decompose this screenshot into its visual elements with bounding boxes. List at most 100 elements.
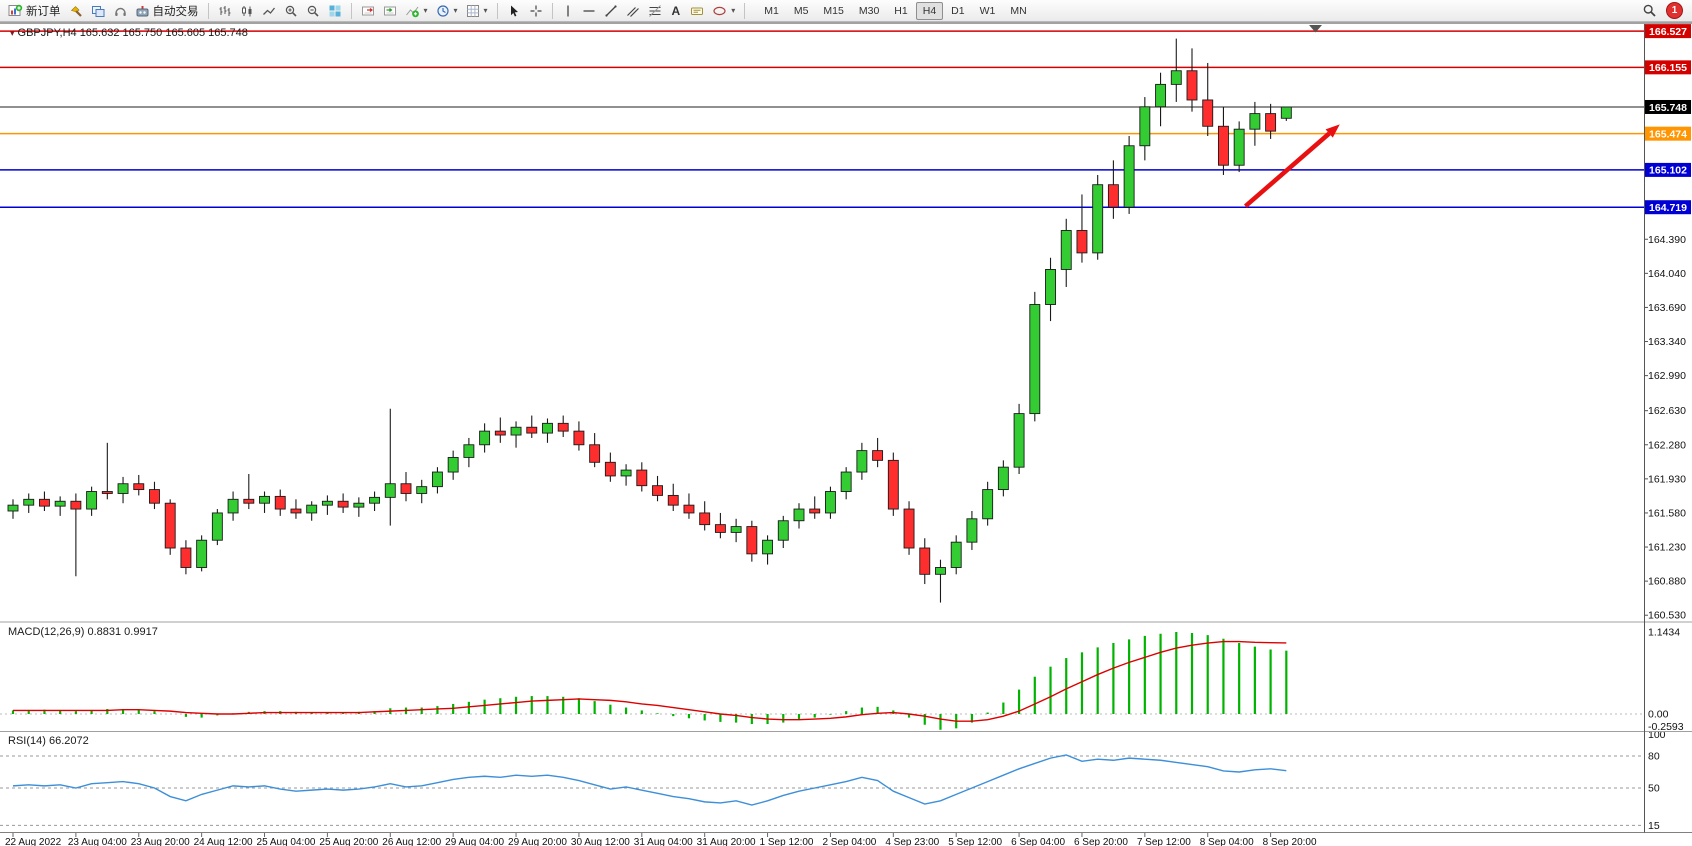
candle-body [431, 471, 443, 488]
chart-windows-button[interactable] [88, 1, 108, 20]
candle-body [149, 489, 160, 504]
price-axis-tick: 160.530 [1648, 610, 1686, 622]
auto-scroll-button[interactable] [358, 1, 378, 20]
channel-button[interactable] [623, 1, 643, 20]
time-axis-label: 1 Sep 12:00 [760, 837, 814, 846]
timeframe-d1-button[interactable]: D1 [951, 4, 965, 17]
candle-body [542, 422, 553, 434]
toolbar-separator [207, 2, 209, 19]
timeframe-m30-button[interactable]: M30 [858, 4, 880, 17]
chart-ohlc-text: GBPJPY,H4 165.632 165.750 165.605 165.74… [17, 27, 248, 39]
timeframe-w1-button[interactable]: W1 [979, 4, 996, 17]
line-chart-button[interactable] [259, 1, 279, 20]
price-axis[interactable] [1644, 24, 1692, 833]
rsi-pane[interactable] [0, 732, 1644, 832]
algo-trading-button[interactable]: 自动交易 [132, 1, 202, 20]
price-chart-pane[interactable] [0, 24, 1644, 622]
periods-button[interactable]: ▾ [433, 1, 461, 20]
new-order-button[interactable]: 新订单 [5, 1, 64, 20]
time-axis-label: 25 Aug 04:00 [257, 837, 316, 846]
candle-body [353, 502, 365, 508]
candle-body [463, 444, 475, 458]
time-axis-label: 25 Aug 20:00 [319, 837, 378, 846]
candle-body [966, 518, 978, 543]
horizontal-line-button[interactable] [579, 1, 599, 20]
vertical-line-button[interactable] [559, 1, 577, 20]
notification-badge[interactable]: 1 [1666, 2, 1683, 19]
rsi-axis-tick: 100 [1648, 729, 1666, 741]
candle-body [400, 483, 412, 494]
zoom-in-button[interactable] [281, 1, 301, 20]
macd-axis-tick: 1.1434 [1648, 627, 1680, 639]
chart-header: ▾ GBPJPY,H4 165.632 165.750 165.605 165.7… [10, 27, 248, 39]
timeframe-m5-button[interactable]: M5 [793, 4, 809, 17]
chart-shift-icon [383, 6, 396, 15]
templates-button[interactable]: ▾ [463, 1, 491, 20]
candle-body [1139, 106, 1151, 147]
candle-body [1233, 128, 1245, 166]
cursor-button[interactable] [504, 1, 524, 20]
price-axis-tick: 161.930 [1648, 473, 1686, 485]
candle-body [133, 483, 145, 491]
chart-shift-marker[interactable] [1309, 25, 1322, 33]
candle-body [824, 491, 836, 514]
candle-body [243, 498, 255, 504]
timeframe-h4-button[interactable]: H4 [915, 1, 944, 20]
rsi-axis-tick: 50 [1648, 783, 1660, 795]
time-axis-label: 31 Aug 20:00 [697, 837, 756, 846]
time-axis-label: 4 Sep 23:00 [885, 837, 939, 846]
toolbar-separator [350, 2, 352, 19]
search-button[interactable] [1639, 1, 1660, 20]
candle-body [1060, 230, 1072, 270]
trendline-button[interactable] [601, 1, 621, 20]
price-axis-tick: 161.580 [1648, 507, 1686, 519]
candle-body [510, 426, 522, 436]
text-tool-button[interactable]: A [667, 1, 686, 20]
candle-body [337, 500, 349, 508]
chevron-down-icon: ▾ [483, 6, 488, 15]
crosshair-button[interactable] [526, 1, 546, 20]
sounds-button[interactable] [110, 1, 130, 20]
candle-body [620, 469, 632, 477]
candle-body [117, 483, 129, 494]
candle-body [196, 539, 208, 568]
chevron-down-icon: ▾ [731, 6, 736, 15]
channel-icon [626, 6, 639, 17]
label-tool-button[interactable] [687, 1, 707, 20]
candle-body [227, 498, 239, 514]
time-axis-label: 22 Aug 2022 [5, 837, 62, 846]
candlestick-chart-icon [241, 5, 251, 16]
chart-windows-icon [91, 5, 104, 17]
bars-chart-button[interactable] [215, 1, 235, 20]
timeframe-mn-button[interactable]: MN [1010, 4, 1027, 17]
chart-shift-button[interactable] [380, 1, 400, 20]
indicators-icon [405, 6, 419, 17]
candle-body [730, 526, 742, 533]
shapes-button[interactable]: ▾ [709, 1, 738, 20]
time-axis-label: 24 Aug 12:00 [194, 837, 253, 846]
tile-windows-icon [329, 5, 340, 16]
candle-body [1186, 70, 1198, 101]
candlestick-chart-button[interactable] [237, 1, 257, 20]
time-axis[interactable] [0, 833, 1692, 846]
hammer-tool-button[interactable] [66, 1, 86, 20]
timeframe-h1-button[interactable]: H1 [894, 4, 908, 17]
candle-body [809, 508, 821, 514]
indicators-button[interactable]: ▾ [402, 1, 431, 20]
zoom-out-button[interactable] [303, 1, 323, 20]
candle-body [416, 486, 428, 494]
headset-icon [114, 7, 126, 16]
timeframe-m15-button[interactable]: M15 [823, 4, 844, 17]
timeframe-m1-button[interactable]: M1 [764, 4, 779, 17]
trend-arrow[interactable] [1243, 131, 1331, 208]
tile-windows-button[interactable] [325, 1, 345, 20]
candle-body [856, 450, 868, 473]
macd-axis-tick: -0.2593 [1648, 721, 1684, 733]
price-axis-tick: 160.880 [1648, 576, 1686, 588]
fibonacci-button[interactable] [645, 1, 665, 20]
candle-body [762, 539, 774, 555]
candle-body [259, 495, 270, 504]
price-line-label-box [1645, 99, 1691, 114]
